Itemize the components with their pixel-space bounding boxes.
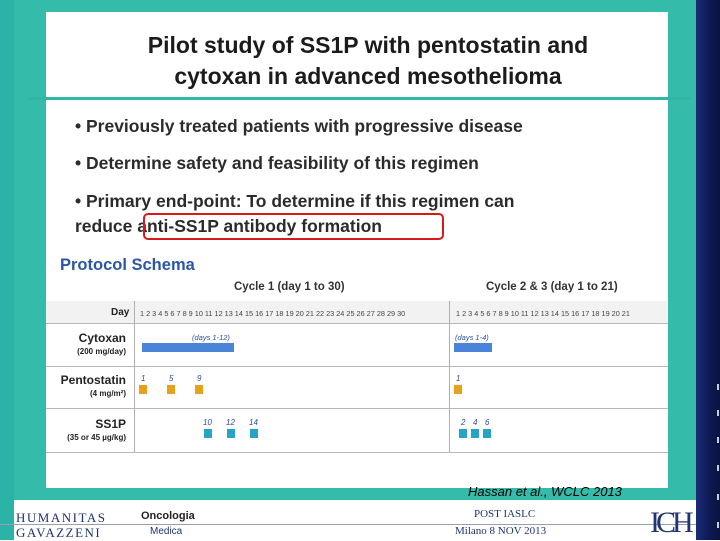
pentostatin-day: 5 (169, 374, 174, 383)
cytoxan-dose: (200 mg/day) (77, 347, 126, 356)
humanitas-logo-top: HUMANITAS (16, 510, 107, 525)
navy-tick (717, 465, 719, 471)
event-line-1: POST IASLC (474, 508, 536, 520)
ss1p-day: 4 (473, 418, 478, 427)
bullet-3-continuation: reduce anti-SS1P antibody formation (75, 216, 382, 236)
navy-tick (717, 410, 719, 416)
row-divider (46, 452, 668, 453)
cytoxan-bar-cycle-2-3: (days 1-4) (454, 333, 492, 352)
ss1p-dose-marker (483, 429, 491, 438)
cytoxan-name: Cytoxan (78, 331, 126, 345)
title-line-2: cytoxan in advanced mesothelioma (174, 63, 562, 89)
department-line-1: Oncologia (141, 510, 195, 522)
row-divider (46, 366, 668, 367)
ss1p-dose-marker (204, 429, 212, 438)
title-divider (28, 97, 690, 100)
navy-tick (717, 522, 719, 528)
ss1p-dose: (35 or 45 µg/kg) (67, 433, 126, 442)
bullet-2: • Determine safety and feasibility of th… (75, 153, 479, 173)
day-label: Day (111, 307, 130, 318)
bullet-3: • Primary end-point: To determine if thi… (75, 191, 515, 211)
cytoxan-bar-1-label: (days 1-12) (192, 333, 230, 342)
ss1p-day: 2 (461, 418, 466, 427)
ss1p-dose-marker (471, 429, 479, 438)
pentostatin-dose-marker (167, 385, 175, 394)
schema-title: Protocol Schema (60, 256, 195, 274)
cytoxan-label: Cytoxan (200 mg/day) (60, 331, 126, 359)
ich-logo: ICH (650, 506, 694, 539)
ss1p-day: 14 (249, 418, 258, 427)
slide-title: Pilot study of SS1P with pentostatin and… (58, 30, 678, 92)
navy-tick (717, 384, 719, 390)
bullet-1: • Previously treated patients with progr… (75, 116, 523, 136)
days-cycle-2-3: 1 2 3 4 5 6 7 8 9 10 11 12 13 14 15 16 1… (456, 309, 630, 318)
column-divider (449, 301, 450, 452)
ss1p-label: SS1P (35 or 45 µg/kg) (60, 417, 126, 445)
citation: Hassan et al., WCLC 2013 (468, 484, 622, 499)
cytoxan-bar-2-label: (days 1-4) (455, 333, 489, 342)
left-accent-bar (0, 0, 14, 540)
pentostatin-label: Pentostatin (4 mg/m²) (60, 373, 126, 401)
ss1p-name: SS1P (95, 417, 126, 431)
ss1p-dose-marker (227, 429, 235, 438)
cycle-1-header: Cycle 1 (day 1 to 30) (234, 281, 345, 293)
navy-tick (717, 437, 719, 443)
pentostatin-dose: (4 mg/m²) (90, 389, 126, 398)
navy-tick (717, 494, 719, 500)
pentostatin-day: 1 (141, 374, 146, 383)
ss1p-day: 10 (203, 418, 212, 427)
ss1p-dose-marker (459, 429, 467, 438)
highlight-box (143, 213, 444, 240)
ss1p-dose-marker (250, 429, 258, 438)
humanitas-logo-bottom: GAVAZZENI (16, 525, 102, 540)
cycle-2-3-header: Cycle 2 & 3 (day 1 to 21) (486, 281, 618, 293)
footer-divider (0, 524, 696, 525)
cytoxan-bar-cycle-1: (days 1-12) (142, 333, 234, 352)
days-cycle-1: 1 2 3 4 5 6 7 8 9 10 11 12 13 14 15 16 1… (140, 309, 406, 318)
pentostatin-dose-marker (454, 385, 462, 394)
pentostatin-day: 9 (197, 374, 202, 383)
row-divider (46, 323, 668, 324)
pentostatin-dose-marker (195, 385, 203, 394)
right-navy-bar (696, 0, 720, 540)
pentostatin-name: Pentostatin (60, 373, 126, 387)
column-divider (134, 301, 135, 452)
title-line-1: Pilot study of SS1P with pentostatin and (147, 32, 589, 58)
ss1p-day: 12 (226, 418, 235, 427)
day-row (46, 301, 668, 323)
event-line-2: Milano 8 NOV 2013 (455, 525, 547, 537)
pentostatin-dose-marker (139, 385, 147, 394)
ss1p-day: 6 (485, 418, 490, 427)
department-line-2: Medica (150, 526, 183, 537)
pentostatin-day: 1 (456, 374, 461, 383)
row-divider (46, 408, 668, 409)
